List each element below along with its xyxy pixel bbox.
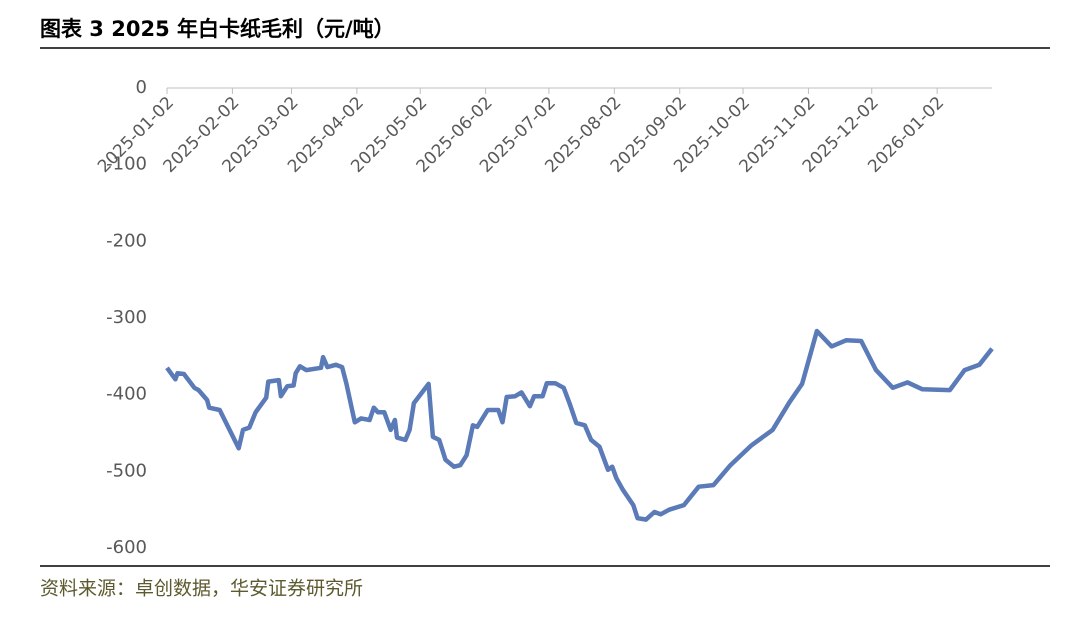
y-tick-label: -100 — [106, 154, 147, 175]
y-tick-label: -200 — [106, 230, 147, 251]
chart-title: 图表 3 2025 年白卡纸毛利（元/吨） — [40, 17, 395, 41]
source-note: 资料来源：卓创数据，华安证券研究所 — [40, 578, 363, 600]
y-tick-label: -500 — [106, 460, 147, 481]
y-tick-label: -300 — [106, 307, 147, 328]
data-line — [165, 328, 994, 522]
y-tick-label: -600 — [106, 537, 147, 558]
y-tick-label: 0 — [136, 77, 147, 98]
y-tick-label: -400 — [106, 384, 147, 405]
